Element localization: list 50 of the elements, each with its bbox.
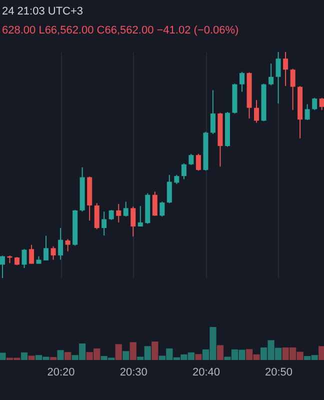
bar bbox=[28, 356, 35, 360]
candlestick bbox=[283, 52, 288, 87]
candlestick bbox=[160, 201, 165, 218]
candlestick bbox=[174, 174, 180, 184]
candlestick bbox=[188, 153, 194, 166]
candlestick bbox=[102, 211, 107, 236]
candlestick bbox=[65, 238, 70, 252]
candlestick bbox=[116, 203, 122, 223]
candlestick bbox=[130, 206, 136, 237]
bar bbox=[130, 342, 136, 360]
candlestick bbox=[304, 104, 310, 121]
candlestick bbox=[0, 255, 5, 278]
candlestick bbox=[50, 246, 56, 260]
bar bbox=[64, 352, 72, 360]
candlestick bbox=[268, 63, 274, 86]
candlestick bbox=[319, 97, 324, 111]
candlestick bbox=[276, 52, 281, 104]
candlestick bbox=[29, 244, 34, 264]
candlestick bbox=[240, 71, 244, 92]
bar bbox=[122, 351, 130, 360]
x-tick-label: 20:40 bbox=[192, 366, 220, 378]
candlestick bbox=[58, 228, 64, 260]
bar bbox=[216, 345, 224, 360]
bar bbox=[0, 352, 6, 360]
bar bbox=[115, 344, 122, 360]
x-tick-label: 20:50 bbox=[265, 366, 293, 378]
bar bbox=[152, 342, 158, 360]
candlestick bbox=[196, 153, 201, 172]
text: 24 21:03 UTC+3 bbox=[2, 6, 84, 18]
candlestick bbox=[22, 248, 27, 269]
candlestick bbox=[138, 205, 143, 227]
x-tick-label: 20:20 bbox=[47, 366, 75, 378]
candlestick bbox=[312, 97, 318, 111]
candlestick bbox=[94, 202, 100, 230]
candlestick bbox=[108, 209, 114, 220]
text: 628.00 L66,562.00 C66,562.00 −41.02 (−0.06%) bbox=[2, 24, 239, 36]
candlestick bbox=[44, 235, 49, 261]
candlestick bbox=[254, 100, 259, 124]
x-tick-label: 20:30 bbox=[120, 366, 148, 378]
candlestick bbox=[290, 68, 296, 111]
bar bbox=[195, 354, 202, 360]
bar bbox=[50, 357, 57, 360]
candlestick bbox=[152, 191, 158, 216]
bar bbox=[318, 346, 324, 360]
candlestick bbox=[181, 162, 186, 180]
bar bbox=[20, 352, 28, 360]
candlestick bbox=[210, 90, 216, 135]
bar bbox=[57, 350, 64, 360]
candlestick bbox=[123, 201, 128, 218]
candlestick bbox=[166, 174, 172, 204]
